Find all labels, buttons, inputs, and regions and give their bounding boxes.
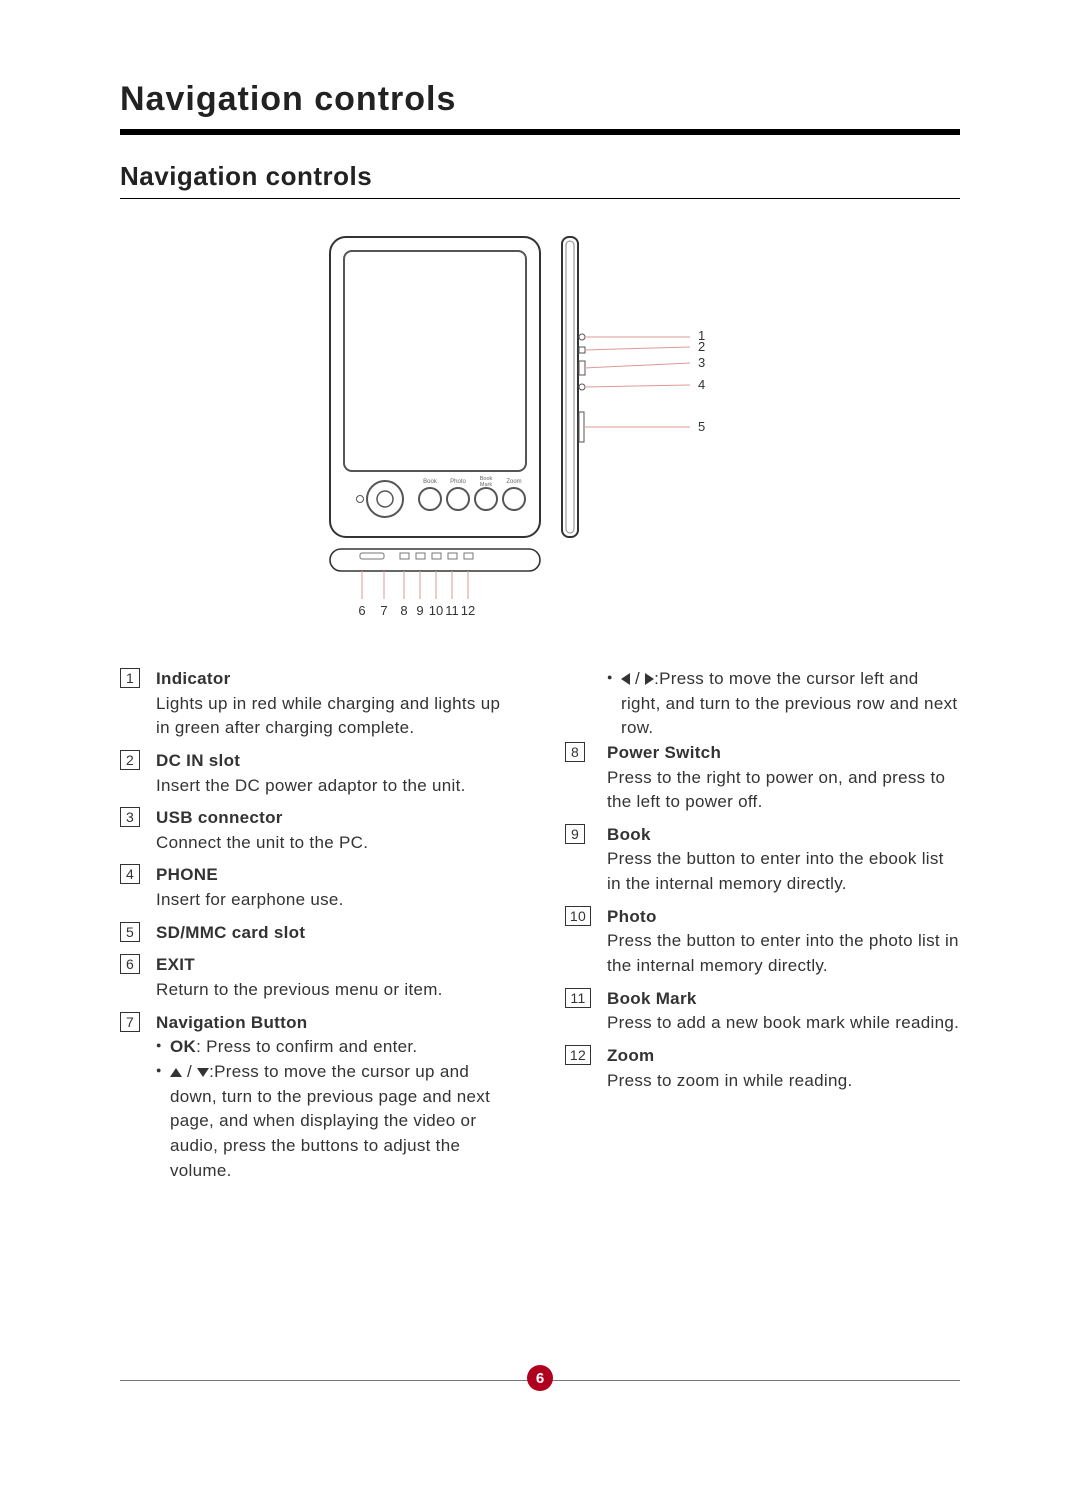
section-title: Navigation controls [120, 161, 960, 192]
triangle-right-icon [645, 673, 654, 685]
left-column: 1 Indicator Lights up in red while charg… [120, 667, 515, 1191]
item-2: 2 DC IN slot Insert the DC power adaptor… [120, 749, 515, 798]
nav-continuation: / :Press to move the cursor left and rig… [565, 667, 960, 741]
item-number: 1 [120, 668, 140, 688]
item-10: 10 Photo Press the button to enter into … [565, 905, 960, 979]
item-number: 2 [120, 750, 140, 770]
item-number: 9 [565, 824, 585, 844]
item-desc: Press to zoom in while reading. [607, 1069, 960, 1094]
item-6: 6 EXIT Return to the previous menu or it… [120, 953, 515, 1002]
item-desc: Connect the unit to the PC. [156, 831, 515, 856]
item-number: 11 [565, 988, 591, 1008]
item-label: Indicator [156, 669, 231, 688]
item-desc: Insert for earphone use. [156, 888, 515, 913]
item-number: 7 [120, 1012, 140, 1032]
title-rule-thick [120, 129, 960, 135]
item-number: 8 [565, 742, 585, 762]
item-7: 7 Navigation Button OK: Press to confirm… [120, 1011, 515, 1183]
svg-text:12: 12 [461, 603, 475, 618]
item-12: 12 Zoom Press to zoom in while reading. [565, 1044, 960, 1093]
page-number-badge: 6 [527, 1365, 553, 1391]
item-number: 12 [565, 1045, 591, 1065]
item-number: 5 [120, 922, 140, 942]
description-columns: 1 Indicator Lights up in red while charg… [120, 667, 960, 1191]
item-label: DC IN slot [156, 751, 240, 770]
item-number: 10 [565, 906, 591, 926]
item-label: Navigation Button [156, 1013, 307, 1032]
item-number: 3 [120, 807, 140, 827]
item-4: 4 PHONE Insert for earphone use. [120, 863, 515, 912]
item-number: 4 [120, 864, 140, 884]
item-desc: Lights up in red while charging and ligh… [156, 692, 515, 741]
item-8: 8 Power Switch Press to the right to pow… [565, 741, 960, 815]
page-title: Navigation controls [120, 80, 960, 119]
triangle-down-icon [197, 1068, 209, 1077]
item-desc: Press the button to enter into the ebook… [607, 847, 960, 896]
item-label: Book Mark [607, 989, 697, 1008]
item-label: SD/MMC card slot [156, 923, 305, 942]
item-desc: Press the button to enter into the photo… [607, 929, 960, 978]
triangle-left-icon [621, 673, 630, 685]
svg-text:7: 7 [380, 603, 387, 618]
item-label: Book [607, 825, 651, 844]
item-label: USB connector [156, 808, 283, 827]
svg-text:Photo: Photo [450, 479, 466, 485]
item-label: Zoom [607, 1046, 654, 1065]
svg-text:5: 5 [698, 419, 705, 434]
svg-text:8: 8 [400, 603, 407, 618]
svg-text:10: 10 [429, 603, 443, 618]
triangle-up-icon [170, 1068, 182, 1077]
item-9: 9 Book Press the button to enter into th… [565, 823, 960, 897]
nav-leftright-bullet: / :Press to move the cursor left and rig… [607, 667, 960, 741]
device-diagram: Book Photo Book Mark Zoom 1 2 3 4 5 [120, 227, 960, 627]
svg-text:11: 11 [445, 603, 459, 618]
item-label: PHONE [156, 865, 218, 884]
nav-updown-bullet: / :Press to move the cursor up and down,… [156, 1060, 515, 1183]
svg-text:9: 9 [416, 603, 423, 618]
item-desc: Press to add a new book mark while readi… [607, 1011, 960, 1036]
item-label: Photo [607, 907, 657, 926]
item-desc: Press to the right to power on, and pres… [607, 766, 960, 815]
nav-updown-text: :Press to move the cursor up and down, t… [170, 1062, 490, 1180]
right-column: / :Press to move the cursor left and rig… [565, 667, 960, 1191]
svg-text:3: 3 [698, 355, 705, 370]
nav-ok-bullet: OK: Press to confirm and enter. [156, 1035, 515, 1060]
svg-text:6: 6 [358, 603, 365, 618]
item-label: Power Switch [607, 743, 721, 762]
item-desc: Return to the previous menu or item. [156, 978, 515, 1003]
item-3: 3 USB connector Connect the unit to the … [120, 806, 515, 855]
item-1: 1 Indicator Lights up in red while charg… [120, 667, 515, 741]
item-desc: Insert the DC power adaptor to the unit. [156, 774, 515, 799]
item-11: 11 Book Mark Press to add a new book mar… [565, 987, 960, 1036]
svg-text:Mark: Mark [480, 482, 492, 488]
nav-leftright-text: :Press to move the cursor left and right… [621, 669, 957, 737]
item-number: 6 [120, 954, 140, 974]
svg-text:Book: Book [423, 479, 438, 485]
item-label: EXIT [156, 955, 195, 974]
svg-text:Zoom: Zoom [506, 479, 521, 485]
svg-text:2: 2 [698, 339, 705, 354]
item-5: 5 SD/MMC card slot [120, 921, 515, 946]
title-rule-thin [120, 198, 960, 199]
svg-text:4: 4 [698, 377, 705, 392]
